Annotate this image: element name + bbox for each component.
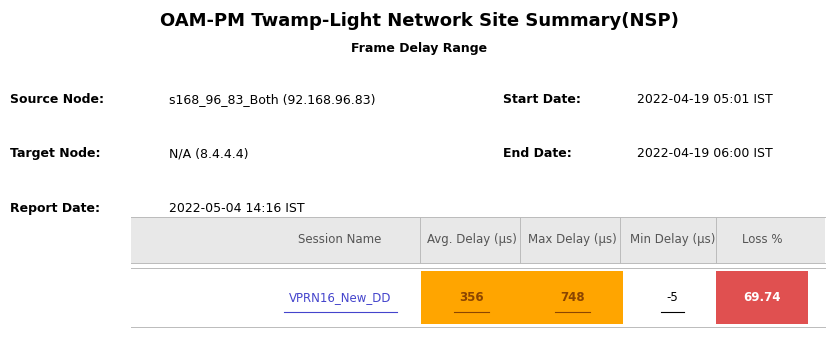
FancyBboxPatch shape	[421, 271, 523, 324]
Text: 2022-04-19 06:00 IST: 2022-04-19 06:00 IST	[637, 147, 773, 160]
Text: Source Node:: Source Node:	[10, 93, 104, 106]
FancyBboxPatch shape	[717, 271, 808, 324]
Text: -5: -5	[666, 291, 679, 304]
Text: OAM-PM Twamp-Light Network Site Summary(NSP): OAM-PM Twamp-Light Network Site Summary(…	[160, 12, 679, 29]
Text: 69.74: 69.74	[743, 291, 781, 304]
Text: VPRN16_New_DD: VPRN16_New_DD	[289, 291, 391, 304]
Text: Start Date:: Start Date:	[503, 93, 581, 106]
Text: Max Delay (μs): Max Delay (μs)	[528, 233, 617, 246]
Text: Target Node:: Target Node:	[10, 147, 100, 160]
Text: Loss %: Loss %	[743, 233, 783, 246]
Text: 356: 356	[460, 291, 484, 304]
Text: End Date:: End Date:	[503, 147, 572, 160]
FancyBboxPatch shape	[131, 217, 825, 263]
Text: 748: 748	[560, 291, 585, 304]
Text: Session Name: Session Name	[299, 233, 382, 246]
Text: Avg. Delay (μs): Avg. Delay (μs)	[427, 233, 517, 246]
Text: s168_96_83_Both (92.168.96.83): s168_96_83_Both (92.168.96.83)	[169, 93, 375, 106]
Text: N/A (8.4.4.4): N/A (8.4.4.4)	[169, 147, 248, 160]
Text: 2022-05-04 14:16 IST: 2022-05-04 14:16 IST	[169, 201, 305, 214]
Text: 2022-04-19 05:01 IST: 2022-04-19 05:01 IST	[637, 93, 773, 106]
FancyBboxPatch shape	[522, 271, 623, 324]
Text: Frame Delay Range: Frame Delay Range	[352, 42, 487, 55]
Text: Min Delay (μs): Min Delay (μs)	[630, 233, 715, 246]
Text: Report Date:: Report Date:	[10, 201, 100, 214]
FancyBboxPatch shape	[131, 268, 825, 327]
